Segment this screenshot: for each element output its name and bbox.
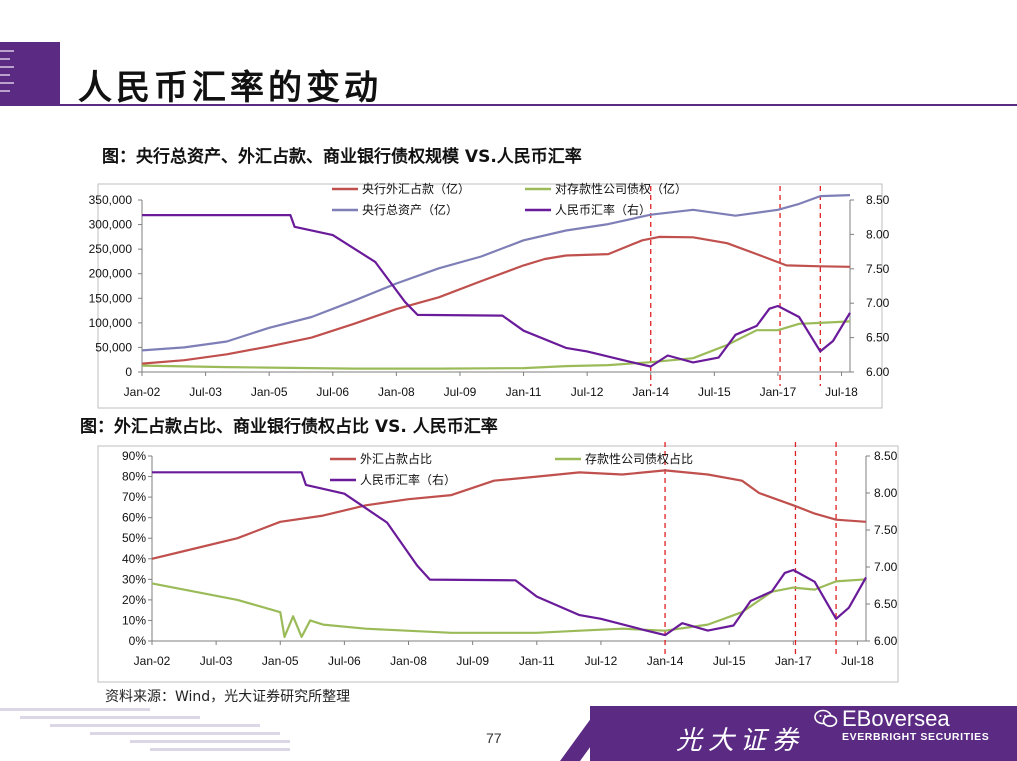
chart1-y-tick-label-left: 200,000 <box>89 267 133 281</box>
chart2-x-tick-label: Jan-05 <box>262 654 299 668</box>
chart1-y-tick-label-right: 6.00 <box>866 365 890 379</box>
header-decoration <box>0 42 60 104</box>
chart1-y-tick-label-left: 250,000 <box>89 242 133 256</box>
chart1-y-tick-label-left: 300,000 <box>89 218 133 232</box>
chart2-y-tick-label-right: 7.50 <box>874 523 898 537</box>
chart1-series-3-line <box>141 194 851 352</box>
chart1-legend-label: 央行外汇占款（亿） <box>362 181 470 196</box>
chart2-series-3-line <box>152 471 867 637</box>
chart1-x-tick-label: Jan-17 <box>760 385 797 399</box>
wechat-icon <box>814 709 838 727</box>
chart1-x-tick-label: Jul-03 <box>189 385 222 399</box>
chart2-x-tick-label: Jul-03 <box>200 654 233 668</box>
brand-logo-en: EBoversea <box>842 706 950 731</box>
chart2-legend-label: 外汇占款占比 <box>360 451 432 466</box>
chart1-y-tick-label-right: 7.00 <box>866 296 890 310</box>
chart2-x-tick-label: Jan-08 <box>390 654 427 668</box>
page-title: 人民币汇率的变动 <box>78 68 382 108</box>
chart2-series-2-line <box>151 578 867 639</box>
chart2-y-tick-label-right: 7.00 <box>874 560 898 574</box>
chart2-x-tick-label: Jul-15 <box>713 654 746 668</box>
chart2-y-tick-label-left: 50% <box>122 531 146 545</box>
brand-logo-cn: 光大证券 <box>676 726 805 756</box>
chart1-x-tick-label: Jul-18 <box>825 385 858 399</box>
chart1-y-tick-label-left: 50,000 <box>95 340 132 354</box>
chart2-y-tick-label-left: 60% <box>122 511 146 525</box>
chart2-y-tick-label-left: 10% <box>122 613 146 627</box>
chart1-x-tick-label: Jan-05 <box>251 385 288 399</box>
chart1-x-tick-label: Jan-14 <box>632 385 669 399</box>
chart1-x-tick-label: Jul-12 <box>571 385 604 399</box>
chart2-y-tick-label-right: 8.00 <box>874 486 898 500</box>
chart1-x-tick-label: Jan-02 <box>124 385 161 399</box>
chart1-legend-label: 对存款性公司债权（亿） <box>555 181 687 196</box>
chart2-y-tick-label-left: 20% <box>122 593 146 607</box>
chart2-x-tick-label: Jul-18 <box>841 654 874 668</box>
chart2-x-tick-label: Jan-17 <box>775 654 812 668</box>
chart1-y-tick-label-left: 100,000 <box>89 316 133 330</box>
chart2-x-tick-label: Jul-09 <box>456 654 489 668</box>
chart2-y-tick-label-left: 30% <box>122 572 146 586</box>
chart1-series-4-line <box>142 214 851 368</box>
chart1-x-tick-label: Jan-11 <box>506 385 542 399</box>
chart1-y-tick-label-right: 6.50 <box>866 331 890 345</box>
chart2-title: 图：外汇占款占比、商业银行债权占比 VS. 人民币汇率 <box>80 417 498 437</box>
chart1-series-1-line <box>141 235 851 365</box>
chart2-x-tick-label: Jan-02 <box>134 654 171 668</box>
brand-logo-subtitle: EVERBRIGHT SECURITIES <box>842 731 990 743</box>
chart1-legend-label: 央行总资产（亿） <box>362 202 458 217</box>
chart1-x-tick-label: Jan-08 <box>378 385 415 399</box>
chart2-y-tick-label-left: 0% <box>129 634 147 648</box>
chart2-y-tick-label-left: 80% <box>122 470 146 484</box>
chart2-x-tick-label: Jul-06 <box>328 654 361 668</box>
chart2-y-tick-label-right: 8.50 <box>874 449 898 463</box>
page-number: 77 <box>486 730 502 746</box>
chart2-y-tick-label-left: 90% <box>122 449 146 463</box>
chart1-y-tick-label-left: 0 <box>125 365 132 379</box>
chart2-x-tick-label: Jul-12 <box>585 654 618 668</box>
chart2-series-1-line <box>151 469 867 560</box>
chart2-y-tick-label-right: 6.50 <box>874 597 898 611</box>
chart1-y-tick-label-left: 350,000 <box>89 193 133 207</box>
chart2-x-tick-label: Jan-14 <box>647 654 684 668</box>
chart2-x-tick-label: Jan-11 <box>519 654 555 668</box>
chart1-legend-label: 人民币汇率（右） <box>555 202 651 217</box>
chart2-legend-label: 存款性公司债权占比 <box>585 451 693 466</box>
chart2-frame <box>97 445 899 683</box>
chart1-x-tick-label: Jul-06 <box>316 385 349 399</box>
chart2-legend-label: 人民币汇率（右） <box>360 472 456 487</box>
chart1-x-tick-label: Jul-15 <box>698 385 731 399</box>
chart1-frame <box>97 183 883 409</box>
chart2-y-tick-label-right: 6.00 <box>874 634 898 648</box>
chart1-y-tick-label-right: 8.00 <box>866 227 890 241</box>
chart1-series-2-line <box>141 320 851 370</box>
chart1-y-tick-label-left: 150,000 <box>89 291 133 305</box>
source-note: 资料来源：Wind，光大证券研究所整理 <box>105 689 351 705</box>
chart1-y-tick-label-right: 8.50 <box>866 193 890 207</box>
title-divider <box>0 104 1017 106</box>
chart1-y-tick-label-right: 7.50 <box>866 262 890 276</box>
chart2-y-tick-label-left: 40% <box>122 552 146 566</box>
chart1-title: 图：央行总资产、外汇占款、商业银行债权规模 VS.人民币汇率 <box>102 147 582 167</box>
chart2-y-tick-label-left: 70% <box>122 490 146 504</box>
chart1-x-tick-label: Jul-09 <box>444 385 477 399</box>
footer-decoration <box>0 706 1017 761</box>
